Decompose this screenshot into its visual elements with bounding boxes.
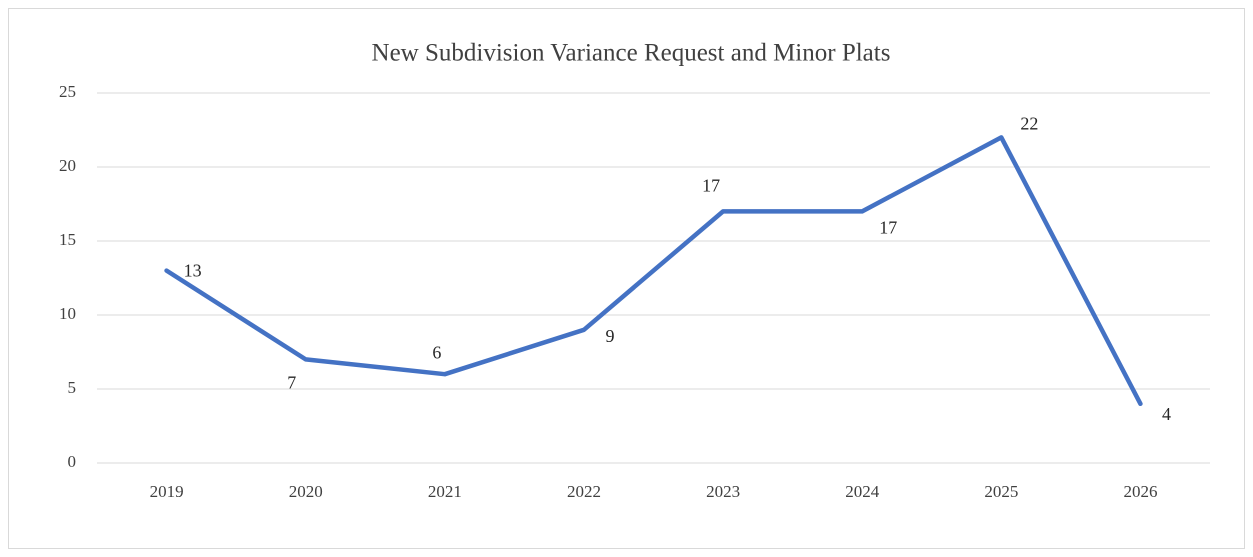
y-tick-label: 10 <box>59 304 76 323</box>
data-label: 6 <box>432 342 441 362</box>
data-label: 9 <box>605 326 614 346</box>
y-tick-label: 15 <box>59 230 76 249</box>
x-tick-label: 2022 <box>567 482 601 501</box>
y-tick-label: 0 <box>68 452 77 471</box>
data-label: 4 <box>1162 404 1171 424</box>
chart-title: New Subdivision Variance Request and Min… <box>372 40 891 67</box>
data-label: 17 <box>879 218 897 238</box>
data-label: 22 <box>1020 114 1038 134</box>
x-tick-label: 2024 <box>845 482 880 501</box>
x-tick-label: 2019 <box>150 482 184 501</box>
data-label: 13 <box>184 261 202 281</box>
chart-border <box>8 8 1245 549</box>
data-line <box>164 135 1143 407</box>
x-tick-label: 2025 <box>984 482 1018 501</box>
data-label: 7 <box>287 373 296 393</box>
x-tick-label: 2026 <box>1123 482 1157 501</box>
x-tick-label: 2021 <box>428 482 462 501</box>
y-tick-label: 5 <box>68 378 77 397</box>
y-tick-label: 20 <box>59 156 76 175</box>
data-label: 17 <box>702 176 720 196</box>
y-tick-label: 25 <box>59 82 76 101</box>
x-tick-label: 2020 <box>289 482 323 501</box>
x-tick-label: 2023 <box>706 482 740 501</box>
